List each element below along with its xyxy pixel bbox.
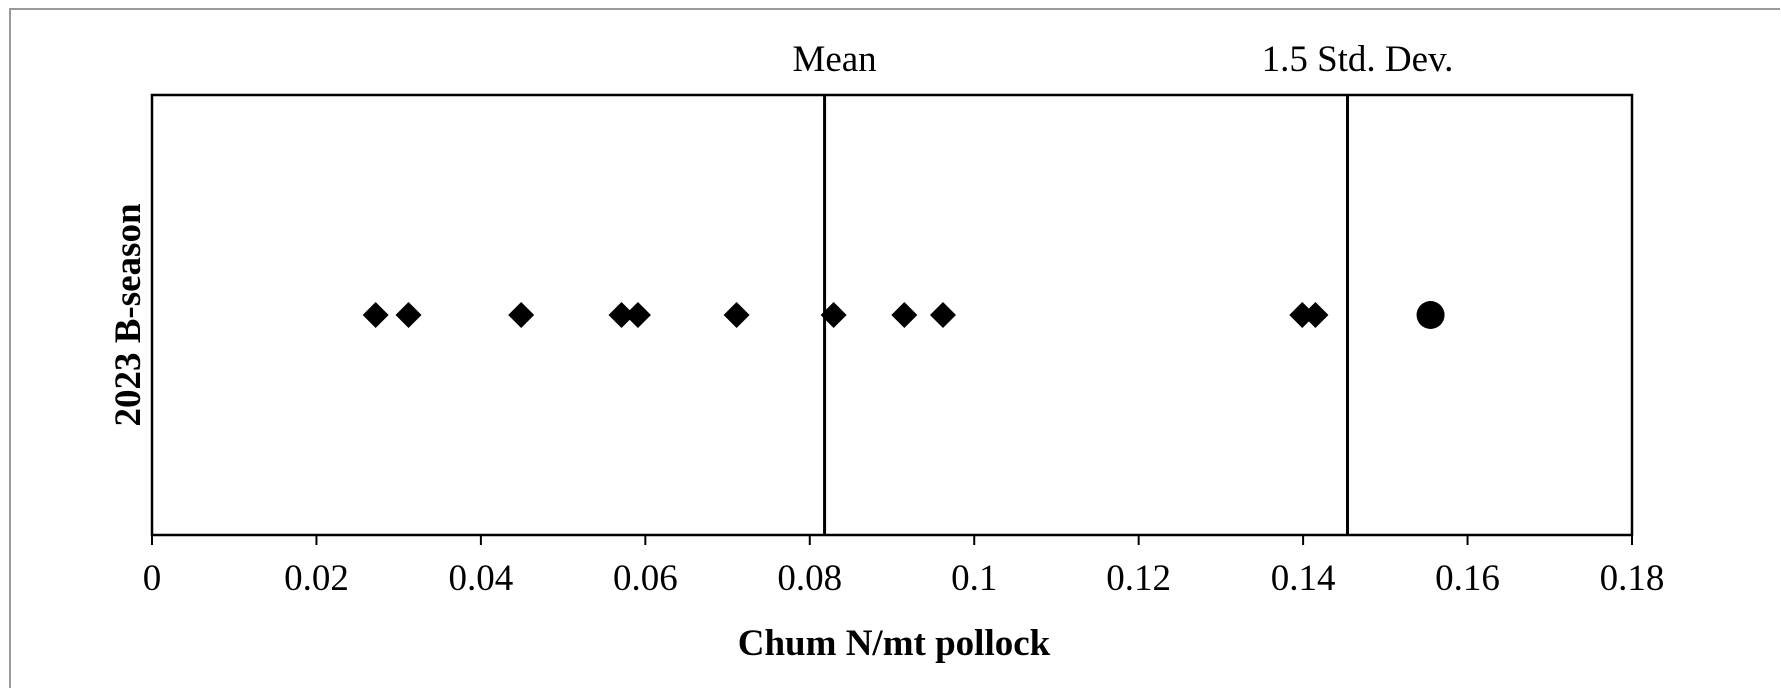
diamond-point [891,302,918,328]
x-tick-label: 0.18 [1600,558,1665,599]
circle-point [1416,301,1445,329]
diamond-point [362,302,389,328]
y-axis-title: 2023 B-season [108,203,149,426]
diamond-point [508,302,535,328]
reference-line-label: 1.5 Std. Dev. [1262,39,1454,80]
x-tick-label: 0.08 [777,558,842,599]
reference-lines: Mean 1.5 Std. Dev. [792,39,1453,535]
diamond-point [723,302,750,328]
diamond-point [608,302,635,328]
x-tick-label: 0.14 [1271,558,1336,599]
diamond-point [820,302,847,328]
x-tick-label: 0.02 [284,558,349,599]
reference-line-label: Mean [792,39,876,80]
x-tick-label: 0.04 [449,558,514,599]
x-axis: 0 0.02 0.04 0.06 0.08 0.1 0.12 0.14 0.16 0.18 [143,535,1665,599]
plot-area [150,93,1634,537]
diamond-point [395,302,422,328]
diamond-point [929,302,956,328]
diamond-point [624,302,651,328]
data-points [362,301,1445,329]
diamond-point [1302,302,1329,328]
x-tick-label: 0.06 [613,558,678,599]
x-tick-label: 0.12 [1106,558,1171,599]
diamond-point [1289,302,1316,328]
x-tick-label: 0.1 [951,558,997,599]
x-axis-title: Chum N/mt pollock [738,623,1051,664]
x-tick-label: 0 [143,558,162,599]
x-tick-label: 0.16 [1435,558,1500,599]
chart-frame [9,8,1780,688]
